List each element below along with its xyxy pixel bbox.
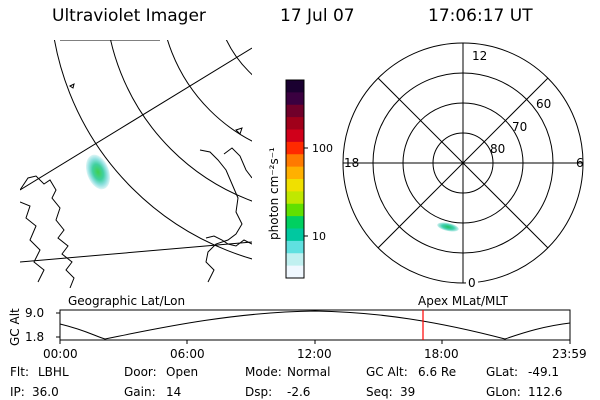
colorbar-segment [286, 166, 304, 180]
time-tick-1800: 18:00 [424, 347, 459, 361]
colorbar-segment [286, 240, 304, 254]
colorbar-tick-100: 100 [312, 142, 333, 155]
alt-tick-high: 9.0 [25, 306, 44, 320]
colorbar-unit-label: photon cm⁻²s⁻¹ [267, 147, 281, 240]
coastline [69, 83, 75, 89]
coastline [20, 201, 45, 283]
colorbar-segment [286, 265, 304, 279]
lat-label-60: 60 [536, 97, 551, 111]
time-tick-2359: 23:59 [552, 347, 587, 361]
emission-spot [85, 154, 111, 190]
coastline [199, 149, 243, 283]
polar-diagonal [377, 77, 549, 249]
altitude-curve [59, 310, 571, 340]
coastline [205, 235, 252, 247]
gcalt-label: GC Alt: [366, 365, 408, 379]
mode-value: Normal [287, 365, 330, 379]
coastline [223, 147, 252, 179]
geographic-map [20, 40, 252, 288]
ip-value: 36.0 [32, 385, 59, 399]
lat-line [225, 40, 252, 76]
time-tick-1200: 12:00 [297, 347, 332, 361]
mlt-label-18: 18 [344, 156, 359, 170]
apex-label: Apex MLat/MLT [418, 294, 508, 308]
colorbar-segment [286, 203, 304, 217]
flt-value: LBHL [38, 365, 69, 379]
gain-label: Gain: [124, 385, 156, 399]
gcalt-value: 6.6 Re [418, 365, 456, 379]
mlt-label-0: 0 [468, 276, 476, 290]
door-label: Door: [124, 365, 157, 379]
polar-plot [342, 42, 584, 284]
colorbar-segment [286, 228, 304, 242]
time-tick-0000: 00:00 [43, 347, 78, 361]
lon-line [20, 47, 252, 191]
glat-value: -49.1 [528, 365, 559, 379]
dsp-label: Dsp: [245, 385, 272, 399]
coastline [235, 127, 243, 135]
colorbar-segment [286, 216, 304, 230]
time-label: 17:06:17 UT [428, 6, 533, 26]
alt-tick-low: 1.8 [25, 330, 44, 344]
altitude-strip-frame [59, 309, 571, 341]
mode-label: Mode: [245, 365, 282, 379]
colorbar-segment [286, 104, 304, 118]
colorbar [286, 80, 304, 279]
colorbar-tick-10: 10 [312, 230, 326, 243]
app-title: Ultraviolet Imager [52, 6, 206, 26]
colorbar-segment [286, 191, 304, 205]
glon-label: GLon: [486, 385, 521, 399]
colorbar-segment [286, 141, 304, 155]
info-panel: Flt: LBHL Door: Open Mode: Normal GC Alt… [10, 365, 562, 399]
colorbar-segment [286, 253, 304, 267]
mlt-label-12: 12 [472, 49, 487, 63]
coastline [20, 175, 75, 288]
polar-emission-spot [437, 222, 459, 232]
ip-label: IP: [10, 385, 25, 399]
time-tick-0600: 06:00 [170, 347, 205, 361]
glon-value: 112.6 [528, 385, 562, 399]
colorbar-segment [286, 92, 304, 106]
glat-label: GLat: [486, 365, 518, 379]
colorbar-frame [285, 79, 305, 279]
dsp-value: -2.6 [287, 385, 310, 399]
date-label: 17 Jul 07 [280, 6, 355, 26]
colorbar-segment [286, 179, 304, 192]
lon-line [20, 241, 252, 263]
flt-label: Flt: [10, 365, 29, 379]
geographic-label: Geographic Lat/Lon [68, 294, 185, 308]
lat-label-80: 80 [490, 142, 505, 156]
gain-value: 14 [166, 385, 181, 399]
colorbar-segment [286, 117, 304, 131]
door-value: Open [166, 365, 198, 379]
lat-label-70: 70 [512, 120, 527, 134]
lat-line [110, 40, 252, 202]
colorbar-segment [286, 129, 304, 143]
colorbar-segment [286, 154, 304, 168]
seq-label: Seq: [366, 385, 393, 399]
seq-value: 39 [400, 385, 415, 399]
colorbar-segment [286, 80, 304, 93]
mlt-label-6: 6 [576, 156, 584, 170]
alt-axis-label: GC Alt [8, 308, 22, 346]
